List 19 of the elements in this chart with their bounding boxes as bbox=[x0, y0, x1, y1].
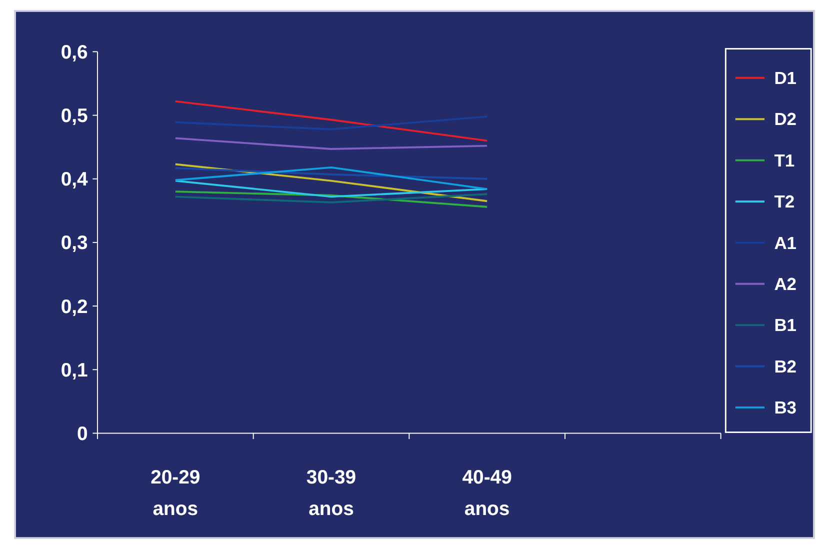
x-tick-label: 20-29 anos bbox=[150, 466, 200, 520]
legend-label: D2 bbox=[774, 109, 797, 130]
y-tick-label: 0 bbox=[77, 423, 88, 446]
y-tick-label: 0,2 bbox=[60, 296, 88, 318]
legend-label: B3 bbox=[774, 398, 797, 418]
legend-label: B1 bbox=[774, 315, 797, 336]
legend-label: A2 bbox=[774, 274, 797, 294]
legend-label: B2 bbox=[774, 356, 797, 376]
legend-label: T2 bbox=[774, 192, 795, 212]
y-tick-label: 0,5 bbox=[60, 105, 88, 128]
x-tick-label: 40-49 anos bbox=[462, 466, 512, 520]
legend-label: A1 bbox=[774, 232, 797, 253]
y-tick-label: 0,4 bbox=[60, 168, 88, 191]
y-tick-label: 0,3 bbox=[60, 232, 88, 254]
y-tick-label: 0,1 bbox=[60, 359, 88, 382]
y-tick-label: 0,6 bbox=[60, 41, 88, 64]
legend-label: D1 bbox=[774, 68, 797, 88]
legend-label: T1 bbox=[774, 150, 795, 170]
x-tick-label: 30-39 anos bbox=[306, 466, 356, 520]
